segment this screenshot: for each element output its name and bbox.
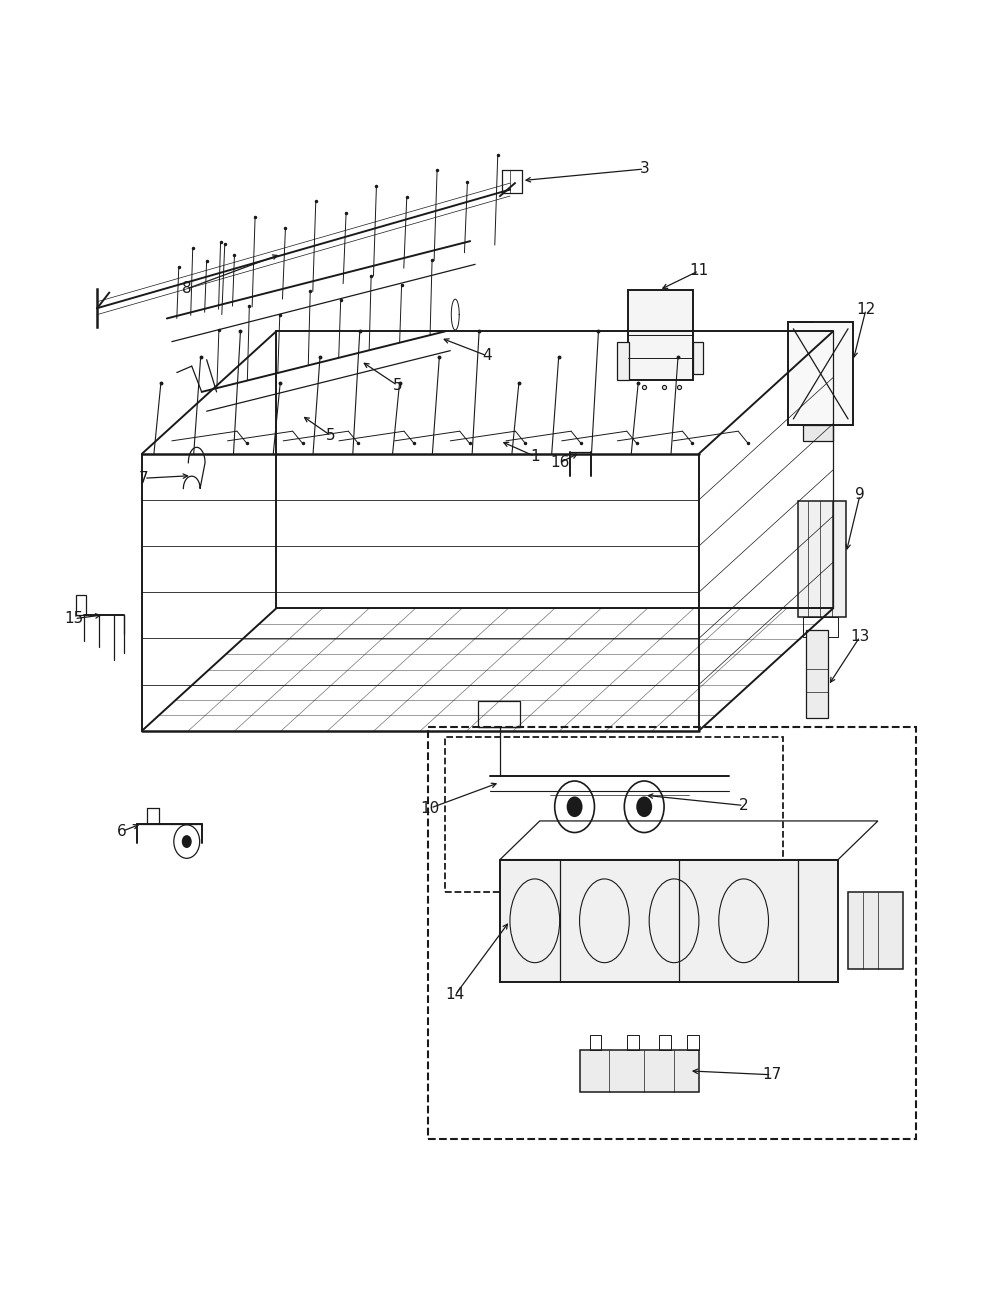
Bar [687, 1035, 699, 1051]
Bar [806, 630, 828, 718]
Bar [500, 859, 838, 982]
Bar [617, 342, 629, 380]
Circle shape [636, 797, 652, 817]
Bar [693, 342, 703, 374]
Bar [628, 290, 693, 380]
Bar [659, 1035, 671, 1051]
Text: 9: 9 [855, 488, 865, 502]
Text: 13: 13 [850, 629, 870, 644]
Text: 11: 11 [689, 263, 709, 278]
Bar [590, 1035, 601, 1051]
Text: 10: 10 [421, 801, 440, 815]
Bar [478, 701, 520, 727]
Text: 2: 2 [739, 798, 748, 813]
Bar [848, 892, 903, 969]
Text: 16: 16 [550, 455, 569, 470]
Bar [803, 617, 838, 637]
Text: 5: 5 [393, 378, 402, 393]
Bar [580, 1051, 699, 1092]
Circle shape [567, 797, 583, 817]
Bar [76, 595, 86, 615]
Bar [788, 322, 853, 426]
Bar [803, 426, 833, 441]
Bar [445, 738, 783, 892]
Bar [428, 727, 916, 1139]
Text: 3: 3 [639, 162, 649, 176]
Text: 1: 1 [530, 449, 540, 463]
Text: 8: 8 [182, 281, 192, 296]
Text: 15: 15 [65, 611, 84, 626]
Bar [627, 1035, 639, 1051]
Text: 7: 7 [139, 471, 149, 485]
Text: 4: 4 [482, 348, 492, 364]
Text: 14: 14 [446, 987, 465, 1003]
Text: 5: 5 [326, 428, 336, 444]
Bar [798, 501, 846, 617]
Text: 17: 17 [762, 1068, 781, 1082]
Text: 12: 12 [856, 302, 876, 317]
Text: 6: 6 [117, 824, 127, 839]
Circle shape [182, 835, 192, 848]
